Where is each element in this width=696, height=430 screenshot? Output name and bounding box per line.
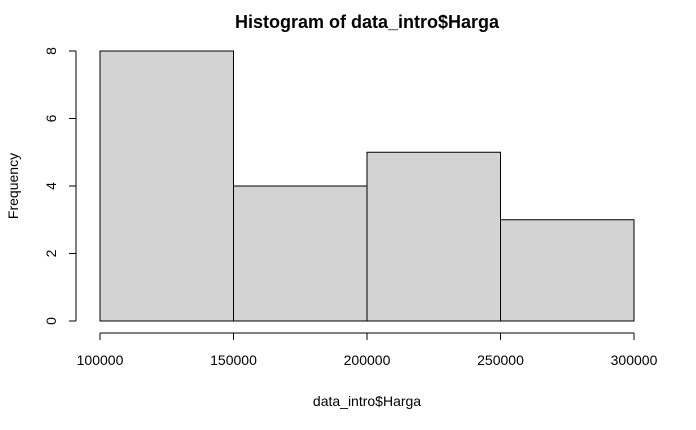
- y-tick-label: 0: [43, 317, 59, 325]
- x-axis: 100000 150000 200000 250000 300000: [77, 332, 658, 368]
- y-tick-label: 4: [43, 182, 59, 190]
- y-tick-label: 6: [43, 114, 59, 122]
- x-tick-label: 100000: [77, 352, 124, 368]
- bars: [99, 50, 635, 322]
- y-axis-label: Frequency: [5, 153, 21, 219]
- chart-title: Histogram of data_intro$Harga: [235, 12, 500, 32]
- histogram-bar-3: [366, 151, 501, 322]
- histogram-bar-4: [500, 219, 635, 322]
- y-axis: 0 2 4 6 8: [43, 47, 77, 325]
- x-tick-label: 300000: [611, 352, 658, 368]
- x-tick-label: 150000: [210, 352, 257, 368]
- histogram-bar-2: [233, 185, 368, 322]
- x-tick-label: 200000: [344, 352, 391, 368]
- x-axis-label: data_intro$Harga: [313, 393, 421, 409]
- y-tick-label: 8: [43, 47, 59, 55]
- y-tick-label: 2: [43, 249, 59, 257]
- x-tick-label: 250000: [477, 352, 524, 368]
- histogram-bar-1: [99, 50, 234, 322]
